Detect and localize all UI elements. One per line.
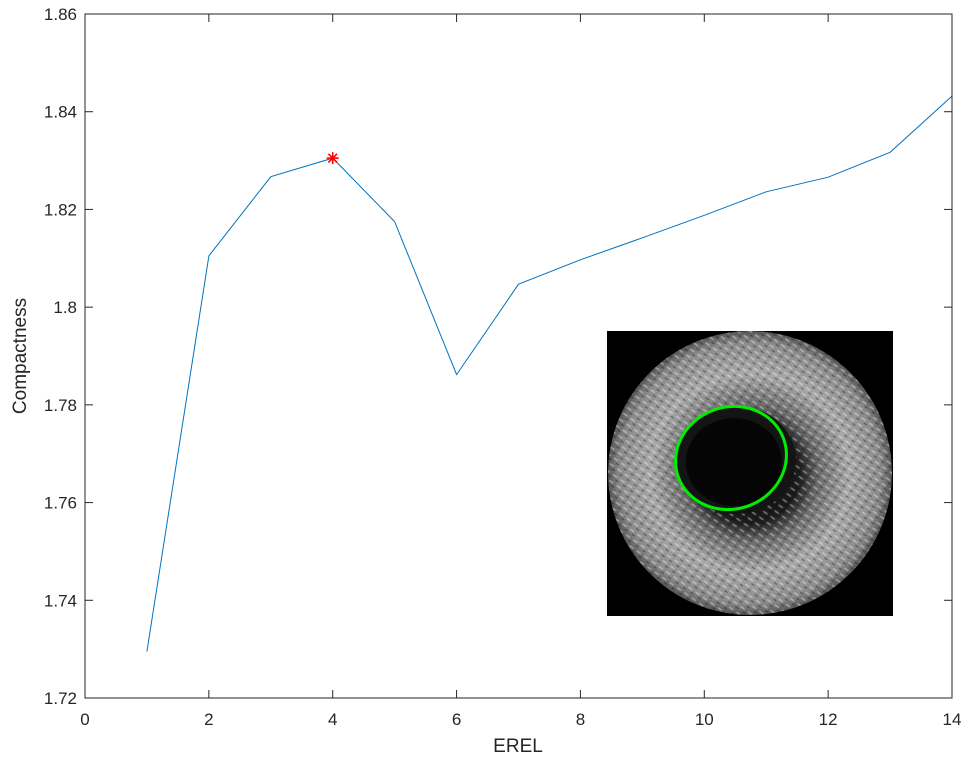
x-tick-label: 10 <box>695 710 714 729</box>
y-tick-label: 1.84 <box>44 103 77 122</box>
lumen-contour <box>674 404 788 512</box>
y-tick-label: 1.8 <box>53 298 77 317</box>
y-tick-label: 1.74 <box>44 591 77 610</box>
y-tick-label: 1.86 <box>44 5 77 24</box>
highlight-marker <box>326 152 339 165</box>
x-tick-label: 12 <box>819 710 838 729</box>
inset-image <box>607 331 893 616</box>
x-tick-label: 2 <box>204 710 213 729</box>
series-line-0 <box>146 95 953 652</box>
axes-box <box>84 13 953 699</box>
y-tick-label: 1.82 <box>44 200 77 219</box>
x-tick-label: 8 <box>576 710 585 729</box>
y-tick-label: 1.76 <box>44 494 77 513</box>
axes: 0 2 4 6 8 10 12 14 1.72 1.74 1.76 1.78 1.8 1.82 1.84 1.… <box>44 5 962 729</box>
x-tick-label: 0 <box>80 710 89 729</box>
marker-layer <box>326 152 339 165</box>
y-axis-label: Compactness <box>10 298 31 414</box>
series-layer <box>146 95 953 652</box>
x-tick-label: 4 <box>328 710 337 729</box>
ultrasound-cross-section-image <box>608 331 892 615</box>
y-tick-label: 1.72 <box>44 689 77 708</box>
x-axis-label: EREL <box>493 736 543 757</box>
x-tick-label: 14 <box>943 710 962 729</box>
y-tick-label: 1.78 <box>44 396 77 415</box>
x-tick-label: 6 <box>452 710 461 729</box>
